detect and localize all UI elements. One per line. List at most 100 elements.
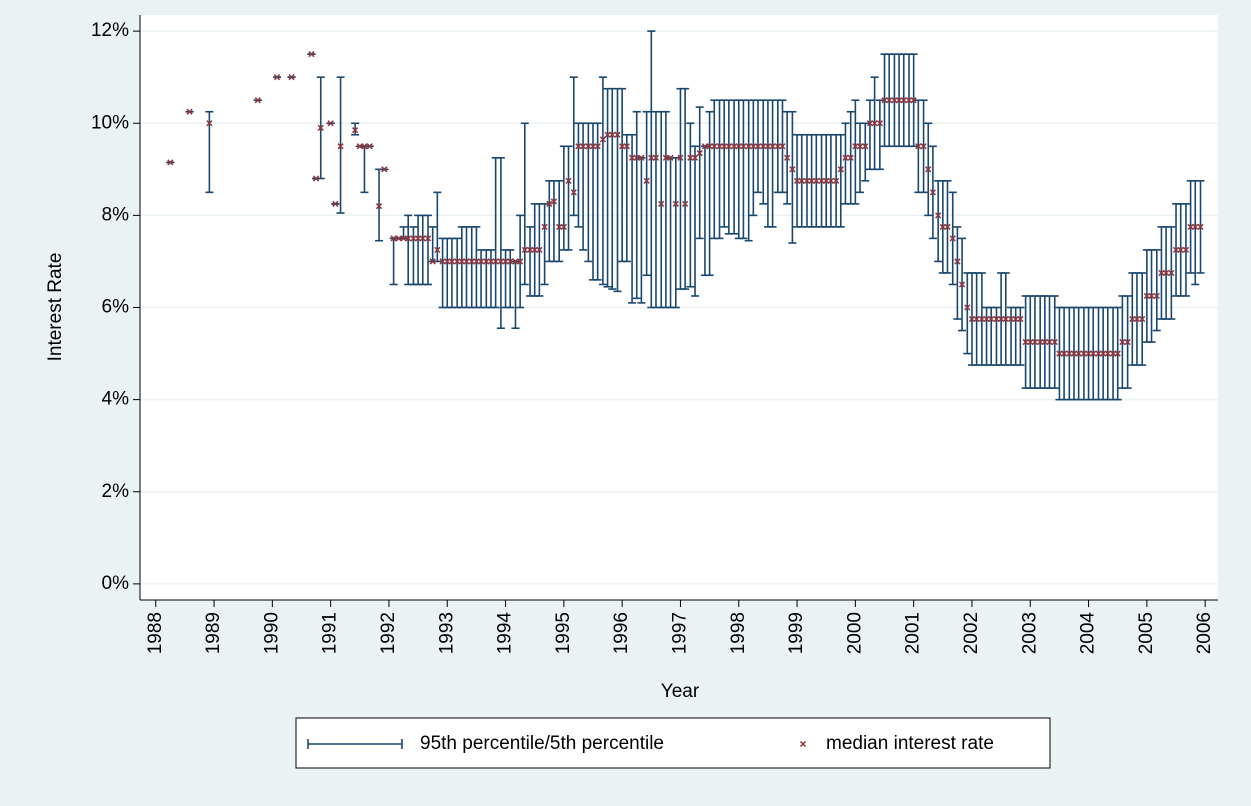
median-marker <box>483 258 490 265</box>
median-marker <box>876 120 883 127</box>
median-marker <box>891 97 898 104</box>
median-marker <box>1075 350 1082 357</box>
median-marker <box>944 223 951 231</box>
median-marker <box>414 235 422 242</box>
legend-symbol <box>799 740 807 748</box>
x-tick-label: 1988 <box>145 612 166 654</box>
median-marker <box>541 223 548 231</box>
error-bar <box>593 122 602 281</box>
median-marker <box>1031 338 1039 346</box>
median-marker <box>725 143 732 150</box>
median-marker <box>1070 350 1078 357</box>
median-marker <box>1153 292 1160 300</box>
median-marker <box>964 304 971 311</box>
x-tick-label: 1992 <box>378 612 399 654</box>
median-marker <box>1060 350 1068 357</box>
median-marker <box>477 258 485 265</box>
median-marker <box>1041 338 1048 346</box>
median-marker <box>1037 338 1044 346</box>
median-marker <box>847 154 854 161</box>
median-marker <box>779 143 786 150</box>
median-marker <box>390 235 397 242</box>
median-marker <box>672 200 679 207</box>
median-marker <box>317 124 324 131</box>
median-marker <box>983 315 990 323</box>
median-marker <box>1022 338 1029 346</box>
median-marker <box>1133 315 1141 323</box>
y-axis-title: Interest Rate <box>45 253 66 362</box>
median-marker <box>312 175 320 182</box>
y-tick-label: 8% <box>102 204 130 225</box>
median-marker <box>419 235 426 242</box>
x-tick-label: 1994 <box>495 612 516 655</box>
median-marker <box>619 143 626 150</box>
median-marker <box>468 258 475 265</box>
median-marker <box>1017 315 1024 323</box>
median-marker <box>774 143 781 150</box>
median-marker <box>337 143 344 150</box>
median-marker <box>516 258 524 265</box>
error-bar <box>695 106 704 240</box>
x-tick-label: 1998 <box>728 612 749 654</box>
median-marker <box>754 143 762 150</box>
median-marker <box>366 143 373 150</box>
median-marker <box>473 258 480 265</box>
median-marker <box>444 258 451 265</box>
error-bar <box>564 145 573 251</box>
median-marker <box>798 177 805 184</box>
median-marker <box>487 258 495 265</box>
median-marker <box>769 143 776 150</box>
median-marker <box>750 143 757 150</box>
median-marker <box>575 143 582 150</box>
error-bar <box>671 156 680 309</box>
median-marker <box>623 143 630 150</box>
error-bar <box>788 110 797 244</box>
x-tick-label: 1991 <box>320 612 341 654</box>
x-tick-label: 1993 <box>436 612 457 654</box>
median-marker <box>711 143 718 150</box>
error-bar <box>540 203 549 286</box>
median-marker <box>1197 223 1204 231</box>
legend-label: 95th percentile/5th percentile <box>420 733 664 754</box>
error-bar <box>555 180 564 263</box>
median-marker <box>978 315 986 323</box>
median-marker <box>308 51 315 58</box>
median-marker <box>910 97 917 104</box>
median-marker <box>900 97 907 104</box>
error-bar <box>351 122 360 136</box>
median-marker <box>288 74 295 81</box>
error-bar <box>1016 306 1025 366</box>
error-bar <box>598 76 607 286</box>
x-tick-label: 1997 <box>669 612 690 654</box>
median-marker <box>526 246 534 254</box>
median-marker <box>862 143 869 150</box>
x-tick-label: 2006 <box>1194 612 1215 654</box>
median-marker <box>405 235 412 242</box>
x-tick-label: 1989 <box>203 612 224 654</box>
median-marker <box>327 120 334 127</box>
x-tick-label: 1996 <box>611 612 632 654</box>
median-marker <box>531 246 538 254</box>
error-bar <box>642 110 651 277</box>
median-marker <box>691 154 699 161</box>
median-marker <box>1007 315 1015 323</box>
median-marker <box>429 258 436 265</box>
median-marker <box>968 315 976 323</box>
median-marker <box>589 143 597 150</box>
median-marker <box>512 258 519 265</box>
error-bar <box>861 122 870 182</box>
median-marker <box>832 177 840 184</box>
median-marker <box>1104 350 1111 357</box>
median-marker <box>988 315 995 323</box>
median-marker <box>599 136 607 143</box>
median-marker <box>560 223 567 231</box>
median-marker <box>1046 338 1053 346</box>
error-bar <box>691 145 700 297</box>
median-marker <box>687 154 694 161</box>
error-bar <box>632 110 641 300</box>
median-marker <box>813 177 820 184</box>
median-marker <box>492 258 499 265</box>
median-marker <box>454 258 461 265</box>
y-tick-label: 12% <box>91 20 129 41</box>
